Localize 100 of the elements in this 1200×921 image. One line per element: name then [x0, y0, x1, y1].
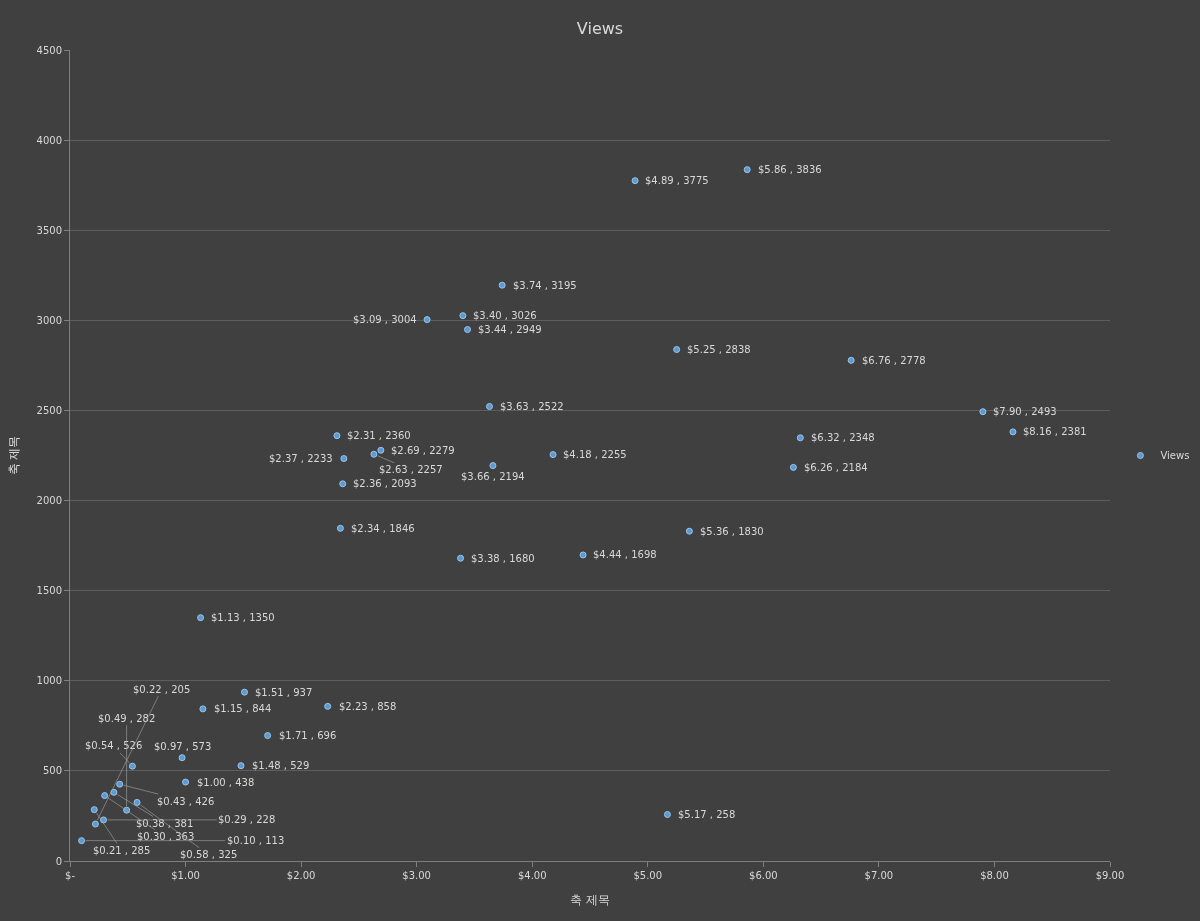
data-label: $5.25 , 2838	[687, 344, 751, 355]
x-axis-title: 축 제목	[570, 892, 610, 907]
point	[377, 446, 385, 454]
data-label: $1.15 , 844	[214, 703, 272, 714]
point	[498, 281, 506, 289]
data-label: $2.37 , 2233	[269, 453, 333, 464]
data-label: $1.71 , 696	[279, 730, 337, 741]
point	[324, 702, 332, 710]
data-label: $2.31 , 2360	[347, 430, 411, 441]
point	[101, 792, 109, 800]
y-tick-label: 2500	[36, 404, 62, 416]
y-tick-label: 3000	[36, 314, 62, 326]
point	[339, 480, 347, 488]
y-tick-label: 1500	[36, 585, 62, 597]
point	[178, 754, 186, 762]
x-tick-label: $1.00	[171, 870, 200, 881]
data-label: $8.16 , 2381	[1023, 426, 1087, 437]
data-label: $7.90 , 2493	[993, 406, 1057, 417]
point	[264, 732, 272, 740]
point	[1009, 428, 1017, 436]
data-label: $3.09 , 3004	[353, 314, 417, 325]
point	[78, 837, 86, 845]
data-label: $1.00 , 438	[197, 777, 255, 788]
data-label: $6.76 , 2778	[862, 355, 926, 366]
point	[333, 432, 341, 440]
x-tick-label: $2.00	[286, 870, 316, 881]
point	[340, 455, 348, 463]
data-label: $4.89 , 3775	[645, 175, 709, 186]
point	[847, 356, 855, 364]
x-tick-label: $3.00	[402, 870, 431, 881]
x-tick-label: $6.00	[749, 870, 778, 881]
data-label: $3.63 , 2522	[500, 401, 564, 412]
data-label: $3.66 , 2194	[461, 471, 525, 482]
x-tick-label: $-	[65, 870, 76, 881]
x-tick-label: $7.00	[864, 870, 894, 881]
point	[336, 524, 344, 532]
point	[459, 312, 467, 320]
data-label: $2.23 , 858	[339, 701, 397, 712]
x-tick-label: $5.00	[633, 870, 663, 881]
data-label: $2.69 , 2279	[391, 445, 455, 456]
data-label: $0.54 , 526	[85, 740, 143, 751]
data-label: $2.63 , 2257	[379, 464, 443, 475]
point	[631, 177, 639, 185]
y-axis-title: 축 제목	[6, 435, 21, 476]
point	[743, 166, 751, 174]
data-label: $2.34 , 1846	[351, 523, 415, 534]
point	[579, 551, 587, 559]
x-tick-label: $8.00	[980, 870, 1009, 881]
data-label: $3.40 , 3026	[473, 310, 537, 321]
y-tick-label: 4000	[36, 134, 62, 146]
point	[240, 688, 248, 696]
point	[423, 316, 431, 324]
data-label: $5.86 , 3836	[758, 164, 822, 175]
data-label: $0.49 , 282	[98, 713, 156, 724]
point	[979, 408, 987, 416]
data-label: $0.10 , 113	[227, 835, 285, 846]
point	[489, 462, 497, 470]
data-label: $6.32 , 2348	[811, 432, 875, 443]
y-tick-label: 2000	[36, 495, 62, 507]
point	[90, 806, 98, 814]
point	[91, 820, 99, 828]
point	[133, 798, 141, 806]
data-label: $6.26 , 2184	[804, 462, 868, 473]
point	[116, 780, 124, 788]
point	[197, 614, 205, 622]
point	[128, 762, 136, 770]
point	[796, 434, 804, 442]
data-label: $4.18 , 2255	[563, 449, 627, 460]
data-label: $3.44 , 2949	[478, 324, 542, 335]
data-label: $3.74 , 3195	[513, 280, 577, 291]
point	[673, 346, 681, 354]
data-label: $0.43 , 426	[157, 796, 215, 807]
y-tick-label: 3500	[36, 224, 62, 236]
point	[370, 450, 378, 458]
y-tick-label: 1000	[36, 675, 62, 687]
point	[457, 554, 465, 562]
legend-label: Views	[1160, 450, 1190, 462]
data-label: $1.13 , 1350	[211, 612, 275, 623]
data-label: $0.29 , 228	[218, 814, 276, 825]
data-label: $3.38 , 1680	[471, 553, 535, 564]
point	[237, 762, 245, 770]
y-tick-label: 0	[55, 855, 62, 867]
y-tick-label: 500	[42, 765, 62, 777]
point	[789, 463, 797, 471]
data-label: $0.21 , 285	[93, 845, 151, 856]
data-label: $1.48 , 529	[252, 760, 310, 771]
data-label: $0.22 , 205	[133, 684, 191, 695]
data-label: $1.51 , 937	[255, 687, 313, 698]
y-tick-label: 4500	[36, 44, 62, 56]
point	[182, 778, 190, 786]
data-label: $2.36 , 2093	[353, 478, 417, 489]
x-tick-label: $9.00	[1095, 870, 1125, 881]
point	[464, 326, 472, 334]
data-label: $0.38 , 381	[136, 818, 194, 829]
data-label: $0.97 , 573	[154, 741, 212, 752]
data-label: $4.44 , 1698	[593, 549, 657, 560]
data-label: $5.17 , 258	[678, 809, 736, 820]
x-tick-label: $4.00	[517, 870, 547, 881]
point	[485, 402, 493, 410]
point	[549, 451, 557, 459]
